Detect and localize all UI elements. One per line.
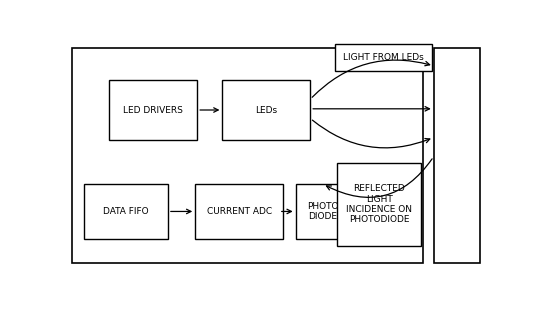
Text: LED DRIVERS: LED DRIVERS	[123, 105, 183, 114]
Bar	[222, 80, 310, 140]
Text: LIGHT FROM LEDs: LIGHT FROM LEDs	[343, 53, 424, 62]
Text: PHOTO
DIODE: PHOTO DIODE	[307, 202, 339, 221]
Text: CURRENT ADC: CURRENT ADC	[206, 207, 272, 216]
Text: LEDs: LEDs	[255, 105, 278, 114]
Bar	[338, 162, 421, 246]
Bar	[195, 184, 283, 239]
Bar	[295, 184, 350, 239]
Text: DATA FIFO: DATA FIFO	[103, 207, 149, 216]
Text: REFLECTED
LIGHT
INCIDENCE ON
PHOTODIODE: REFLECTED LIGHT INCIDENCE ON PHOTODIODE	[346, 184, 412, 224]
Bar	[84, 184, 168, 239]
Bar	[335, 44, 431, 71]
Bar	[109, 80, 197, 140]
Bar	[72, 48, 423, 263]
Bar	[434, 48, 480, 263]
